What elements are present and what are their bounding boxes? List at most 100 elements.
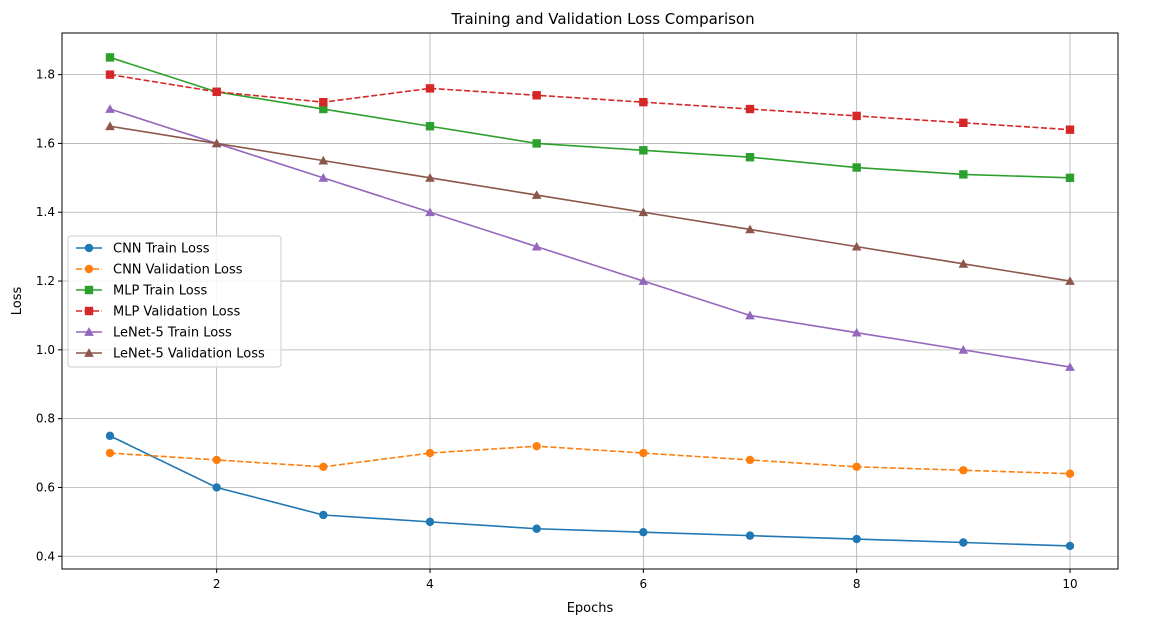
data-point <box>532 524 541 533</box>
plot-frame <box>61 32 1119 570</box>
data-point <box>531 241 542 251</box>
legend-marker <box>84 306 94 316</box>
data-point <box>639 97 648 107</box>
series-layer <box>105 53 1075 551</box>
legend-marker <box>84 264 94 274</box>
data-point <box>1065 541 1075 551</box>
data-point <box>959 538 968 547</box>
data-point <box>532 441 541 451</box>
data-point <box>745 310 755 320</box>
y-tick-label: 0.6 <box>36 480 55 494</box>
series-line <box>109 56 1071 179</box>
y-tick-label: 1.8 <box>36 68 55 82</box>
data-point <box>105 104 115 113</box>
legend-box <box>67 235 282 368</box>
data-point <box>1065 276 1075 285</box>
x-axis-label: Epochs <box>567 601 614 616</box>
data-point <box>105 70 115 79</box>
x-tick-label: 2 <box>213 577 221 591</box>
ticks: 2 4 6 8 10 0.4 0.6 0.8 1.0 1.2 1.4 1.6 1.8 <box>36 68 1078 591</box>
data-point <box>639 448 648 458</box>
legend-marker <box>84 285 94 295</box>
data-point <box>958 259 969 268</box>
y-tick-label: 0.4 <box>36 549 55 563</box>
series-line <box>109 73 1071 131</box>
data-point <box>959 466 968 475</box>
chart-title: Training and Validation Loss Comparison <box>450 10 754 28</box>
data-point <box>745 104 755 114</box>
data-point <box>425 207 435 217</box>
data-point <box>1065 469 1075 478</box>
data-point <box>638 276 649 285</box>
x-tick-label: 10 <box>1062 577 1077 591</box>
x-tick-label: 8 <box>853 577 861 591</box>
data-point <box>319 510 328 520</box>
data-point <box>425 122 435 131</box>
data-point <box>105 121 115 131</box>
legend-label: LeNet-5 Train Loss <box>113 326 232 341</box>
data-point <box>425 517 435 527</box>
legend-label: CNN Validation Loss <box>113 263 243 278</box>
y-axis-label: Loss <box>10 287 25 316</box>
data-point <box>105 53 115 62</box>
data-point <box>319 104 328 114</box>
data-point <box>852 534 861 544</box>
data-point <box>638 207 649 217</box>
data-point <box>959 170 968 179</box>
data-point <box>1065 173 1075 183</box>
series-0 <box>105 431 1075 551</box>
data-point <box>532 91 541 100</box>
data-point <box>425 173 435 182</box>
legend: CNN Train Loss CNN Validation Loss MLP Tra… <box>67 235 282 368</box>
data-point <box>212 455 221 465</box>
series-line <box>109 125 1071 282</box>
data-point <box>105 448 115 458</box>
series-3 <box>105 70 1075 134</box>
y-tick-label: 1.0 <box>36 343 55 357</box>
data-point <box>639 527 648 537</box>
legend-label: CNN Train Loss <box>113 242 210 257</box>
data-point <box>745 152 755 162</box>
data-point <box>1065 362 1075 371</box>
y-tick-label: 1.2 <box>36 274 55 288</box>
data-point <box>1065 125 1075 134</box>
data-point <box>959 118 968 127</box>
legend-marker <box>84 348 94 357</box>
series-5 <box>105 121 1075 285</box>
data-point <box>531 190 542 199</box>
legend-label: MLP Train Loss <box>113 284 207 299</box>
legend-entry: MLP Validation Loss <box>76 305 240 320</box>
x-tick-label: 4 <box>426 577 434 591</box>
data-point <box>319 97 328 107</box>
data-point <box>211 138 222 148</box>
y-tick-label: 1.6 <box>36 136 55 150</box>
series-1 <box>105 441 1075 478</box>
x-tick-label: 6 <box>640 577 648 591</box>
data-point <box>212 483 221 492</box>
series-line <box>109 445 1071 475</box>
data-point <box>639 146 648 155</box>
legend-entry: CNN Train Loss <box>76 242 210 257</box>
data-point <box>425 448 435 458</box>
data-point <box>212 87 221 97</box>
legend-label: LeNet-5 Validation Loss <box>113 347 265 362</box>
data-point <box>318 173 329 182</box>
series-line <box>109 435 1071 547</box>
legend-entry: LeNet-5 Validation Loss <box>76 347 265 362</box>
data-point <box>318 155 329 165</box>
legend-marker <box>84 327 94 336</box>
data-point <box>852 111 861 121</box>
data-point <box>425 84 435 93</box>
data-point <box>851 241 862 251</box>
series-line <box>109 108 1071 368</box>
series-2 <box>105 53 1075 183</box>
legend-marker <box>84 243 94 253</box>
grid <box>62 33 1118 569</box>
legend-label: MLP Validation Loss <box>113 305 240 320</box>
y-tick-label: 1.4 <box>36 205 55 219</box>
legend-entry: LeNet-5 Train Loss <box>76 326 232 341</box>
data-point <box>852 462 861 472</box>
data-point <box>319 462 328 472</box>
series-4 <box>105 104 1075 371</box>
